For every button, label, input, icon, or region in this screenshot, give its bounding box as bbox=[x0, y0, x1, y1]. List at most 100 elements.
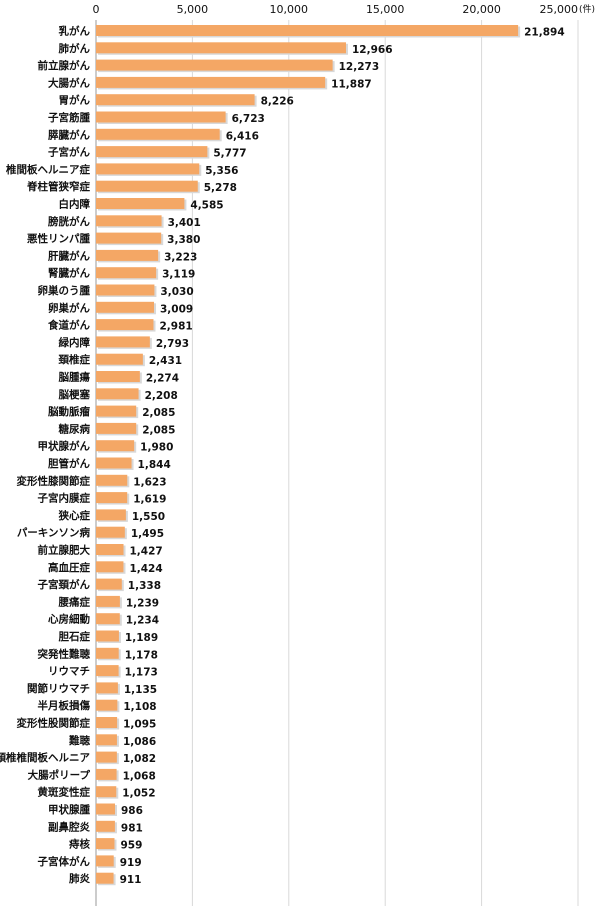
category-label: 白内障 bbox=[59, 198, 91, 211]
data-label: 911 bbox=[120, 874, 142, 886]
bar bbox=[96, 232, 162, 244]
x-tick-label: 15,000 bbox=[366, 3, 405, 16]
bar bbox=[96, 492, 128, 504]
bar bbox=[96, 371, 140, 382]
data-label: 3,009 bbox=[160, 303, 193, 315]
data-label: 2,208 bbox=[145, 390, 178, 402]
bar bbox=[96, 838, 115, 850]
bar bbox=[96, 215, 162, 227]
data-label: 1,623 bbox=[133, 476, 166, 488]
x-tick-label: 25,000 bbox=[540, 3, 579, 16]
data-label: 1,086 bbox=[123, 736, 156, 748]
data-label: 4,585 bbox=[190, 200, 223, 212]
category-label: 腰痛症 bbox=[58, 595, 91, 608]
category-label: 悪性リンパ腫 bbox=[27, 232, 90, 245]
unit-label: (件) bbox=[579, 3, 595, 15]
bar bbox=[96, 734, 117, 746]
category-label: 突発性難聴 bbox=[38, 647, 91, 660]
category-label: 胆管がん bbox=[48, 457, 90, 470]
category-label: 卵巣がん bbox=[48, 301, 90, 314]
data-label: 1,052 bbox=[122, 788, 155, 800]
data-label: 1,068 bbox=[123, 770, 156, 782]
category-label: 前立腺肥大 bbox=[38, 544, 91, 557]
category-label: 頚椎椎間板ヘルニア bbox=[0, 751, 90, 764]
category-label: パーキンソン病 bbox=[17, 526, 91, 539]
bar bbox=[96, 440, 135, 452]
data-label: 12,966 bbox=[352, 44, 393, 56]
bar bbox=[96, 544, 124, 555]
data-label: 1,239 bbox=[126, 597, 159, 609]
bar bbox=[96, 301, 155, 313]
category-label: 乳がん bbox=[59, 25, 91, 38]
category-label: 子宮がん bbox=[48, 146, 90, 159]
bar bbox=[96, 422, 137, 434]
bar bbox=[96, 786, 117, 798]
data-label: 1,619 bbox=[133, 494, 166, 506]
data-label: 11,887 bbox=[331, 78, 372, 90]
category-label: 副鼻腔炎 bbox=[48, 820, 90, 833]
category-label: 糖尿病 bbox=[59, 422, 91, 435]
data-label: 1,338 bbox=[128, 580, 161, 592]
bar bbox=[96, 768, 117, 780]
bar bbox=[96, 526, 125, 538]
bar bbox=[96, 509, 126, 521]
bars bbox=[96, 25, 521, 886]
category-label: 食道がん bbox=[47, 319, 90, 332]
bar bbox=[96, 699, 118, 711]
data-label: 981 bbox=[121, 822, 143, 834]
bar bbox=[96, 682, 118, 694]
bar bbox=[96, 474, 128, 486]
bar bbox=[96, 595, 120, 607]
data-label: 6,723 bbox=[232, 113, 265, 125]
category-label: 前立腺がん bbox=[38, 59, 91, 72]
data-label: 1,980 bbox=[140, 442, 173, 454]
bar bbox=[96, 630, 119, 642]
category-label: 甲状腺腫 bbox=[48, 803, 90, 816]
category-label: 肝臓がん bbox=[48, 249, 90, 262]
category-label: 黄斑変性症 bbox=[38, 786, 91, 799]
category-label: 脳動脈瘤 bbox=[48, 405, 90, 418]
category-label: 子宮筋腫 bbox=[48, 111, 90, 124]
bar bbox=[96, 319, 154, 331]
bar bbox=[96, 42, 346, 54]
category-label: 大腸ポリープ bbox=[28, 768, 91, 781]
category-label: 頚椎症 bbox=[58, 353, 91, 366]
category-label: 難聴 bbox=[68, 734, 90, 747]
category-label: 脳腫瘍 bbox=[59, 371, 91, 384]
category-label: 子宮体がん bbox=[38, 855, 91, 868]
category-label: リウマチ bbox=[48, 666, 90, 678]
data-label: 2,981 bbox=[159, 321, 192, 333]
bar bbox=[96, 717, 118, 728]
data-label: 2,085 bbox=[142, 424, 175, 436]
data-label: 1,550 bbox=[132, 511, 165, 523]
bar bbox=[96, 267, 157, 279]
value-labels: 21,894 12,966 12,273 11,887 8,226 6,723 6,416 5… bbox=[120, 27, 565, 887]
category-label: 脳梗塞 bbox=[59, 388, 91, 401]
data-label: 3,401 bbox=[168, 217, 201, 229]
bar bbox=[96, 163, 200, 175]
bar bbox=[96, 803, 116, 815]
data-label: 2,274 bbox=[146, 373, 179, 385]
category-label: 変形性股関節症 bbox=[17, 717, 91, 730]
data-label: 8,226 bbox=[261, 96, 294, 108]
category-label: 変形性膝関節症 bbox=[17, 474, 91, 487]
category-label: 胆石症 bbox=[59, 630, 91, 643]
data-label: 3,030 bbox=[160, 286, 193, 298]
category-label: 脊柱管狭窄症 bbox=[26, 180, 90, 193]
bar bbox=[96, 146, 208, 158]
category-label: 膵臓がん bbox=[48, 128, 90, 141]
x-tick-label: 20,000 bbox=[462, 3, 501, 16]
bar bbox=[96, 855, 114, 867]
bar bbox=[96, 111, 226, 123]
bar bbox=[96, 336, 150, 348]
data-label: 2,793 bbox=[156, 338, 189, 350]
category-label: 狭心症 bbox=[58, 509, 91, 522]
data-label: 959 bbox=[120, 840, 142, 852]
bar bbox=[96, 665, 119, 677]
data-label: 1,844 bbox=[138, 459, 171, 471]
category-labels: 乳がん肺がん前立腺がん大腸がん胃がん子宮筋腫膵臓がん子宮がん椎間板ヘルニア症脊柱… bbox=[0, 25, 90, 886]
bar bbox=[96, 353, 143, 365]
data-label: 1,234 bbox=[126, 615, 159, 627]
category-label: 緑内障 bbox=[59, 336, 91, 349]
